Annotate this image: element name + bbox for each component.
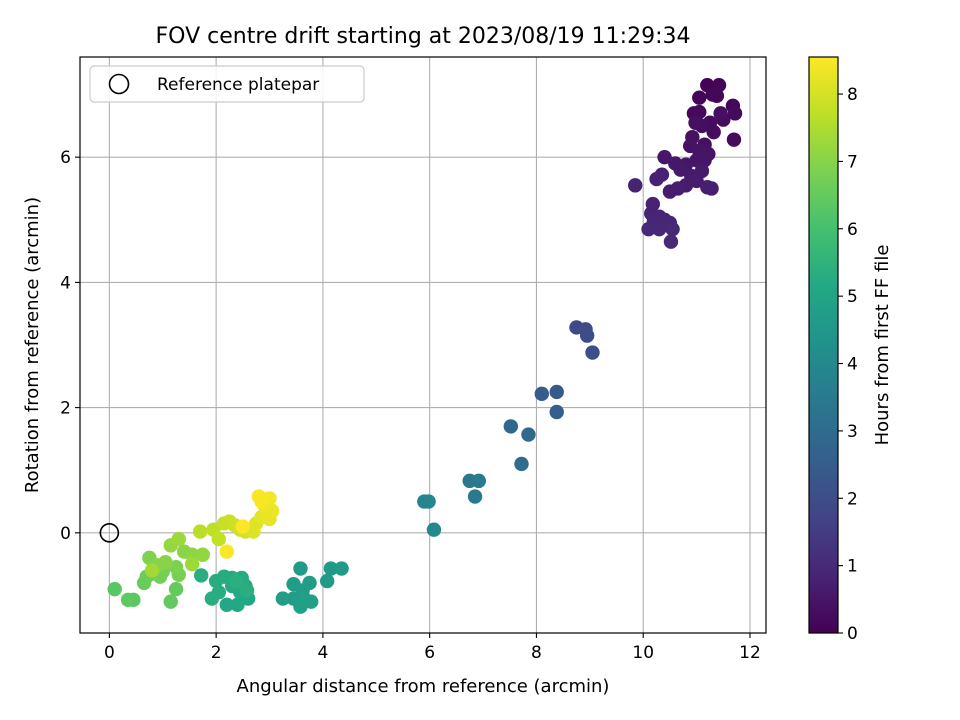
scatter-point <box>195 547 210 562</box>
scatter-point <box>673 162 688 177</box>
scatter-point <box>204 591 220 606</box>
scatter-point <box>663 234 679 249</box>
scatter-point <box>163 594 178 609</box>
colorbar-tick-label: 3 <box>847 422 858 442</box>
colorbar-tick-label: 0 <box>847 624 858 644</box>
scatter-point <box>692 90 707 105</box>
scatter-point <box>120 592 136 608</box>
data-points <box>107 77 743 614</box>
scatter-point <box>239 583 255 598</box>
scatter-point <box>168 560 184 575</box>
scatter-point <box>657 149 672 165</box>
legend-entry-label: Reference platepar <box>157 75 319 95</box>
scatter-point <box>652 221 667 237</box>
y-tick-label: 6 <box>60 148 71 168</box>
scatter-point <box>211 531 227 547</box>
y-tick-label: 2 <box>60 399 71 419</box>
scatter-point <box>688 115 703 130</box>
x-tick-label: 4 <box>317 643 328 663</box>
x-tick-label: 6 <box>424 643 435 663</box>
legend-marker-icon <box>108 73 130 95</box>
scatter-point <box>144 563 160 578</box>
x-axis-ticks: 0 2 4 6 8 10 12 <box>104 633 761 663</box>
colorbar-tick-label: 2 <box>847 489 858 509</box>
plot-frame <box>79 56 767 634</box>
scatter-point <box>168 581 184 597</box>
scatter-point <box>171 531 186 547</box>
colorbar-ticks: 0 1 2 3 4 5 6 7 8 <box>838 85 858 644</box>
scatter-point <box>254 494 269 509</box>
scatter-point <box>709 88 725 104</box>
colorbar-frame <box>808 56 839 634</box>
scatter-point <box>219 597 235 613</box>
reference-platepar-marker <box>99 523 120 543</box>
colorbar-tick-label: 5 <box>847 287 858 307</box>
scatter-point <box>467 489 483 504</box>
colorbar-tick-label: 1 <box>847 557 858 577</box>
scatter-point <box>208 573 224 589</box>
x-tick-label: 10 <box>632 643 654 663</box>
scatter-point <box>192 524 208 539</box>
scatter-point <box>704 181 719 196</box>
scatter-point <box>641 221 656 237</box>
y-tick-label: 4 <box>60 273 71 293</box>
scatter-point <box>662 184 678 199</box>
scatter-point <box>534 386 549 402</box>
chart-title: FOV centre drift starting at 2023/08/19 … <box>156 24 691 49</box>
scatter-point <box>727 106 743 121</box>
scatter-point <box>219 544 235 559</box>
colorbar-gradient <box>809 57 838 633</box>
scatter-point <box>421 494 436 509</box>
scatter-point <box>184 556 200 572</box>
scatter-point <box>193 568 209 583</box>
scatter-point <box>275 591 291 606</box>
scatter-point <box>628 178 643 193</box>
x-tick-label: 8 <box>531 643 542 663</box>
scatter-point <box>521 427 536 442</box>
colorbar-tick-label: 7 <box>847 152 858 172</box>
y-tick-label: 0 <box>60 524 71 544</box>
colorbar-tick-label: 6 <box>847 220 858 240</box>
scatter-point <box>334 561 349 576</box>
x-tick-label: 2 <box>211 643 222 663</box>
scatter-point <box>107 581 122 597</box>
scatter-point <box>158 555 173 570</box>
scatter-point <box>426 522 442 537</box>
scatter-point <box>579 328 595 343</box>
grid-lines <box>80 57 766 633</box>
scatter-point <box>726 132 742 147</box>
y-axis-label: Rotation from reference (arcmin) <box>22 197 43 493</box>
scatter-point <box>549 384 564 400</box>
scatter-point <box>585 345 600 360</box>
colorbar-label: Hours from first FF file <box>872 245 893 446</box>
scatter-point <box>229 574 244 589</box>
scatter-point <box>649 171 664 187</box>
scatter-point <box>503 419 519 434</box>
scatter-point <box>323 561 339 576</box>
scatter-point <box>319 573 335 589</box>
scatter-point <box>706 124 721 140</box>
scatter-point <box>303 594 319 609</box>
legend: Reference platepar <box>89 65 365 103</box>
colorbar-tick-label: 8 <box>847 85 858 105</box>
scatter-point <box>549 404 564 420</box>
colorbar: 0 1 2 3 4 5 6 7 8 Hours from first FF file <box>808 56 893 644</box>
scatter-point <box>471 473 486 489</box>
scatter-point <box>665 221 680 237</box>
x-tick-label: 0 <box>104 643 115 663</box>
scatter-point <box>293 561 308 576</box>
colorbar-tick-label: 4 <box>847 355 858 375</box>
x-axis-label: Angular distance from reference (arcmin) <box>237 676 610 697</box>
x-tick-label: 12 <box>739 643 761 663</box>
scatter-point <box>514 456 529 472</box>
scatter-point <box>230 597 245 613</box>
y-axis-ticks: 0 2 4 6 <box>60 148 80 544</box>
legend-box <box>89 65 365 103</box>
scatter-point <box>293 599 308 614</box>
scatter-point <box>235 519 251 534</box>
scatter-point <box>713 106 728 121</box>
